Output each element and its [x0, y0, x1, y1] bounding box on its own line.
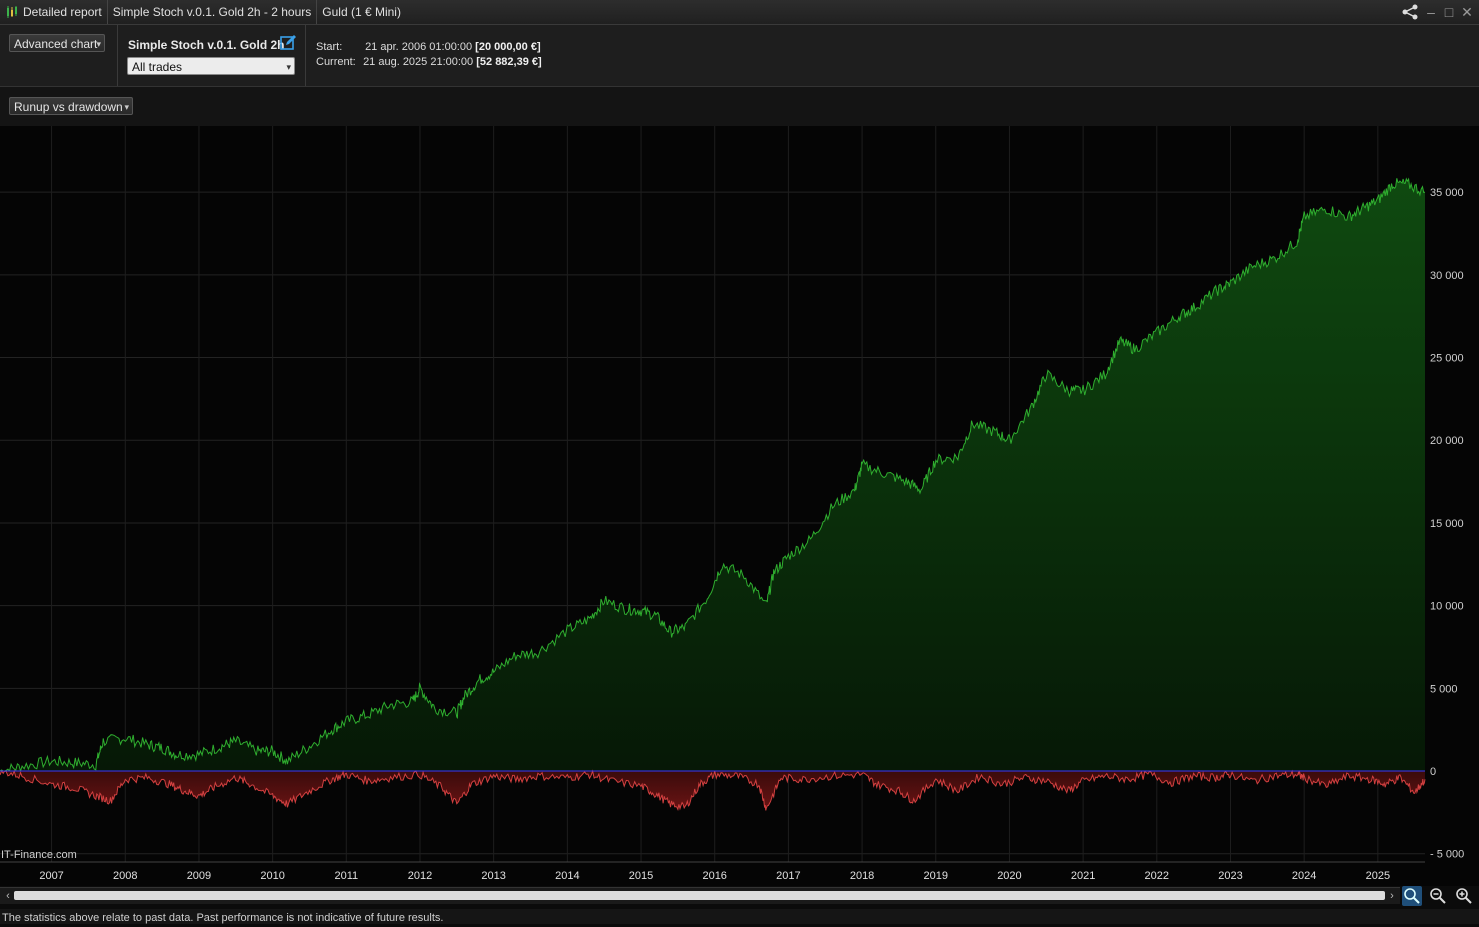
- x-tick-label: 2018: [850, 870, 874, 882]
- chevron-down-icon: ▾: [124, 102, 129, 112]
- edit-icon[interactable]: [280, 34, 297, 51]
- x-tick-label: 2019: [924, 870, 948, 882]
- horizontal-scrollbar[interactable]: ‹ ›: [0, 887, 1400, 904]
- zoom-controls: [1402, 886, 1474, 906]
- x-tick-label: 2014: [555, 870, 579, 882]
- toolbar-divider: [117, 25, 118, 86]
- chart-mode-select[interactable]: Advanced chart ▾: [9, 34, 105, 52]
- x-tick-label: 2020: [997, 870, 1021, 882]
- runup-drawdown-chart[interactable]: 35 000 30 000 25 000 20 000 15 000 10 000 5 00…: [0, 126, 1479, 886]
- trades-filter-value: All trades: [132, 60, 183, 74]
- y-tick-label: - 5 000: [1430, 849, 1464, 861]
- y-tick-label: 10 000: [1430, 601, 1464, 613]
- start-date: 21 apr. 2006 01:00:00: [365, 41, 473, 53]
- y-tick-label: 35 000: [1430, 187, 1464, 199]
- x-tick-label: 2024: [1292, 870, 1316, 882]
- trades-filter-select[interactable]: All trades ▾: [127, 57, 295, 75]
- x-tick-label: 2009: [187, 870, 211, 882]
- current-label: Current:: [316, 56, 356, 68]
- watermark-label: IT-Finance.com: [1, 849, 77, 861]
- chevron-down-icon: ▾: [286, 62, 291, 72]
- x-tick-label: 2022: [1145, 870, 1169, 882]
- x-tick-label: 2017: [776, 870, 800, 882]
- maximize-icon[interactable]: □: [1444, 4, 1454, 20]
- chevron-down-icon: ▾: [96, 39, 101, 49]
- report-tab[interactable]: Detailed report: [0, 0, 108, 24]
- close-icon[interactable]: ✕: [1461, 3, 1473, 20]
- zoom-fit-icon[interactable]: [1402, 886, 1422, 906]
- runup-line: [0, 177, 1426, 773]
- y-tick-label: 20 000: [1430, 435, 1464, 447]
- title-bar: Detailed report Simple Stoch v.0.1. Gold…: [0, 0, 1479, 25]
- minimize-icon[interactable]: –: [1427, 4, 1435, 20]
- report-title: Detailed report: [23, 5, 102, 19]
- view-bar: Runup vs drawdown ▾: [0, 87, 1479, 126]
- scroll-left-icon[interactable]: ‹: [6, 890, 10, 902]
- toolbar-divider: [305, 25, 306, 86]
- strategy-name: Simple Stoch v.0.1. Gold 2h: [128, 38, 285, 52]
- start-info: Start: 21 apr. 2006 01:00:00 [20 000,00 …: [316, 41, 541, 53]
- runup-area: [0, 178, 1425, 772]
- view-select[interactable]: Runup vs drawdown ▾: [9, 97, 133, 115]
- strategy-tab[interactable]: Simple Stoch v.0.1. Gold 2h - 2 hours: [108, 0, 318, 24]
- x-tick-label: 2025: [1366, 870, 1390, 882]
- drawdown-area: [0, 771, 1425, 811]
- zoom-in-icon[interactable]: [1454, 886, 1474, 906]
- x-tick-label: 2010: [260, 870, 284, 882]
- y-tick-label: 5 000: [1430, 683, 1458, 695]
- disclaimer-footer: The statistics above relate to past data…: [0, 909, 1479, 924]
- y-tick-label: 0: [1430, 766, 1436, 778]
- candlestick-icon: [7, 6, 17, 18]
- x-tick-label: 2011: [334, 870, 358, 882]
- instrument-tab[interactable]: Guld (1 € Mini): [322, 5, 401, 19]
- x-tick-label: 2021: [1071, 870, 1095, 882]
- x-tick-label: 2015: [629, 870, 653, 882]
- x-tick-label: 2012: [408, 870, 432, 882]
- scrollbar-thumb[interactable]: [14, 891, 1385, 900]
- current-value: [52 882,39 €]: [476, 56, 542, 68]
- view-select-value: Runup vs drawdown: [14, 100, 123, 114]
- current-date: 21 aug. 2025 21:00:00: [363, 56, 474, 68]
- zoom-out-icon[interactable]: [1428, 886, 1448, 906]
- scroll-right-icon[interactable]: ›: [1390, 890, 1394, 902]
- x-tick-label: 2013: [481, 870, 505, 882]
- y-tick-label: 25 000: [1430, 353, 1464, 365]
- y-tick-label: 30 000: [1430, 270, 1464, 282]
- start-label: Start:: [316, 41, 343, 53]
- current-info: Current: 21 aug. 2025 21:00:00 [52 882,3…: [316, 56, 542, 68]
- x-tick-label: 2023: [1218, 870, 1242, 882]
- x-tick-label: 2016: [702, 870, 726, 882]
- chart-mode-value: Advanced chart: [14, 37, 98, 51]
- start-value: [20 000,00 €]: [475, 41, 541, 53]
- share-icon[interactable]: [1401, 4, 1419, 20]
- x-tick-label: 2008: [113, 870, 137, 882]
- x-tick-label: 2007: [39, 870, 63, 882]
- chart-panel[interactable]: 35 000 30 000 25 000 20 000 15 000 10 000 5 00…: [0, 126, 1479, 886]
- y-tick-label: 15 000: [1430, 518, 1464, 530]
- report-toolbar: Advanced chart ▾ Simple Stoch v.0.1. Gol…: [0, 25, 1479, 87]
